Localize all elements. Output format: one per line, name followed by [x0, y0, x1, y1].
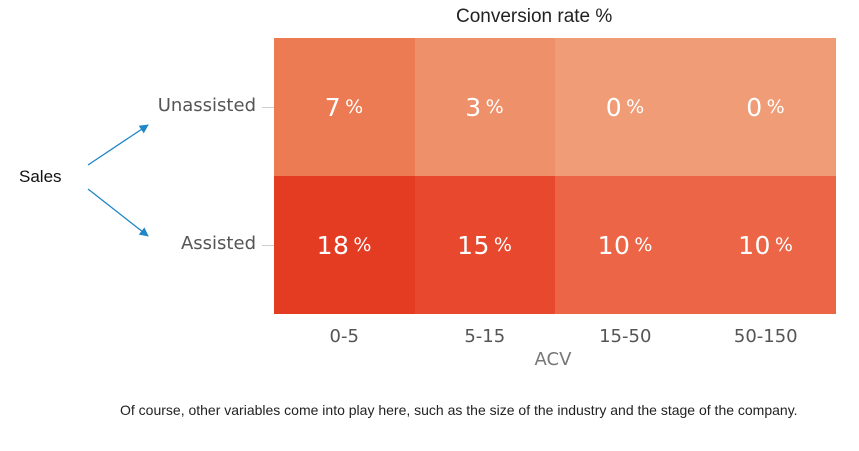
- heatmap-cell: 7%: [274, 38, 415, 176]
- cell-unit: %: [774, 234, 794, 256]
- y-tick-mark: [262, 107, 274, 108]
- cell-value: 10: [597, 230, 631, 260]
- cell-unit: %: [353, 234, 372, 256]
- cell-value: 15: [457, 230, 490, 260]
- arrow-to-assisted: [87, 188, 149, 237]
- cell-value: 0: [746, 92, 763, 122]
- heatmap-cell: 18%: [274, 176, 415, 314]
- sales-label: Sales: [19, 167, 62, 186]
- cell-unit: %: [766, 96, 786, 118]
- heatmap: 7% 3% 0% 0% 18% 15% 10% 10%: [274, 38, 836, 314]
- caption-text: Of course, other variables come into pla…: [120, 402, 798, 418]
- x-axis-title: ACV: [534, 349, 572, 370]
- y-tick-label: Unassisted: [157, 95, 256, 116]
- x-tick-label: 50-150: [733, 326, 798, 347]
- x-tick-label: 15-50: [599, 326, 652, 347]
- y-tick-label: Assisted: [180, 233, 256, 254]
- cell-value: 0: [605, 92, 623, 122]
- cell-unit: %: [345, 96, 364, 118]
- cell-unit: %: [485, 96, 505, 118]
- cell-value: 3: [465, 92, 482, 122]
- cell-unit: %: [626, 96, 645, 118]
- x-tick-label: 0-5: [329, 326, 359, 347]
- cell-value: 18: [316, 230, 350, 260]
- cell-value: 10: [738, 230, 771, 260]
- heatmap-cell: 3%: [414, 38, 555, 176]
- cell-value: 7: [324, 92, 342, 122]
- x-tick-label: 5-15: [464, 326, 506, 347]
- cell-unit: %: [493, 234, 513, 256]
- cell-unit: %: [634, 234, 653, 256]
- y-tick-mark: [262, 245, 274, 246]
- heatmap-cell: 0%: [555, 38, 696, 176]
- chart-title: Conversion rate %: [456, 6, 613, 27]
- heatmap-cell: 15%: [414, 176, 555, 314]
- heatmap-cell: 0%: [695, 38, 836, 176]
- heatmap-cell: 10%: [695, 176, 836, 314]
- heatmap-cell: 10%: [555, 176, 696, 314]
- arrow-to-unassisted: [87, 124, 149, 166]
